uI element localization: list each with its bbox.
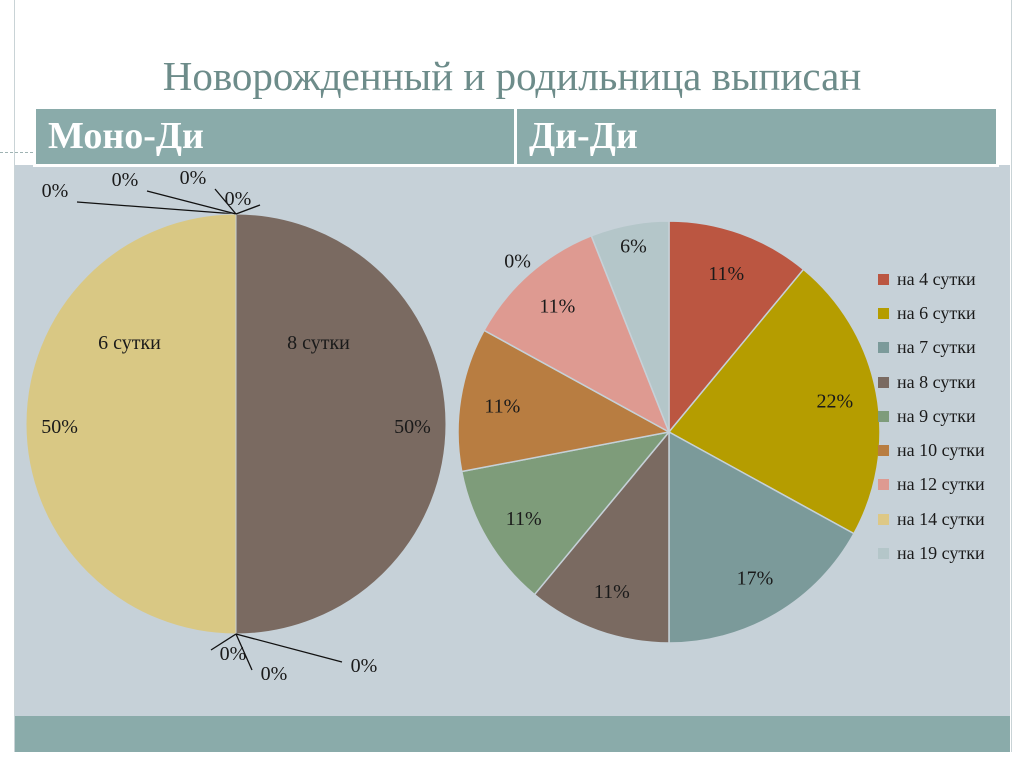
value-label: 0% (261, 663, 288, 685)
value-label: 0% (351, 655, 378, 677)
pie-slice-di-di (460, 430, 671, 596)
value-label: 0% (42, 180, 69, 202)
category-label: 8 сутки (287, 332, 350, 354)
value-label: 11% (594, 581, 630, 603)
slide-frame (14, 0, 1012, 752)
legend-item: на 8 сутки (878, 365, 985, 399)
footer-band (15, 716, 1010, 752)
value-label: 11% (506, 508, 542, 530)
pie-slice-di-di (668, 430, 855, 644)
pie-slice-di-di (457, 329, 672, 473)
slide-title: Новорожденный и родильница выписан (162, 53, 862, 99)
legend-item: на 7 сутки (878, 331, 985, 365)
value-label: 11% (708, 263, 744, 285)
value-label: 11% (484, 396, 520, 418)
pie-slice-mono-di (235, 213, 447, 635)
pie-slice-mono-di (25, 213, 237, 635)
legend-swatch (878, 307, 889, 319)
value-label: 0% (180, 167, 207, 189)
value-label: 17% (737, 567, 774, 589)
legend-item: на 14 сутки (878, 502, 985, 536)
leader-line (235, 633, 343, 663)
leader-line (146, 190, 237, 215)
header-bar: Моно-Ди Ди-Ди (33, 106, 999, 167)
value-label: 50% (394, 416, 431, 438)
legend-item: на 10 сутки (878, 433, 985, 467)
divider-line (0, 152, 33, 153)
pie-slice-di-di (667, 268, 881, 535)
pie-slice-di-di (483, 234, 671, 434)
value-label: 50% (41, 416, 78, 438)
pie-slice-di-di (533, 429, 670, 644)
legend-swatch (878, 342, 889, 354)
value-label: 22% (816, 390, 853, 412)
legend-label: на 4 сутки (897, 268, 976, 289)
legend-label: на 19 сутки (897, 543, 985, 564)
leader-line (210, 633, 237, 651)
legend-item: на 9 сутки (878, 399, 985, 433)
legend-item: на 12 сутки (878, 468, 985, 502)
pie-slice-di-di (590, 220, 670, 433)
value-label: 0% (112, 169, 139, 191)
legend-swatch (878, 376, 889, 388)
value-label: 6% (620, 235, 647, 257)
legend-swatch (878, 273, 889, 285)
value-label: 0% (220, 643, 247, 665)
legend-item: на 19 сутки (878, 536, 985, 570)
legend-swatch (878, 445, 889, 457)
value-label: 0% (504, 251, 531, 273)
legend-label: на 8 сутки (897, 371, 976, 392)
leader-line (235, 633, 253, 671)
pie-slice-di-di (668, 220, 805, 435)
legend: на 4 сутки на 6 сутки на 7 сутки на 8 сутки… (878, 262, 985, 571)
legend-swatch (878, 410, 889, 422)
value-label: 0% (225, 188, 252, 210)
legend-label: на 14 сутки (897, 508, 985, 529)
leader-line (76, 201, 237, 215)
legend-label: на 7 сутки (897, 337, 976, 358)
legend-label: на 10 сутки (897, 440, 985, 461)
legend-item: на 4 сутки (878, 262, 985, 296)
legend-swatch (878, 548, 889, 560)
header-mono-di: Моно-Ди (36, 109, 514, 164)
legend-swatch (878, 479, 889, 491)
header-di-di: Ди-Ди (517, 109, 996, 164)
legend-label: на 9 сутки (897, 405, 976, 426)
leader-line (235, 204, 261, 215)
category-label: 6 сутки (98, 332, 161, 354)
legend-item: на 6 сутки (878, 296, 985, 330)
leader-line (214, 188, 237, 215)
legend-label: на 6 сутки (897, 302, 976, 323)
value-label: 11% (539, 295, 575, 317)
legend-swatch (878, 513, 889, 525)
legend-label: на 12 сутки (897, 474, 985, 495)
